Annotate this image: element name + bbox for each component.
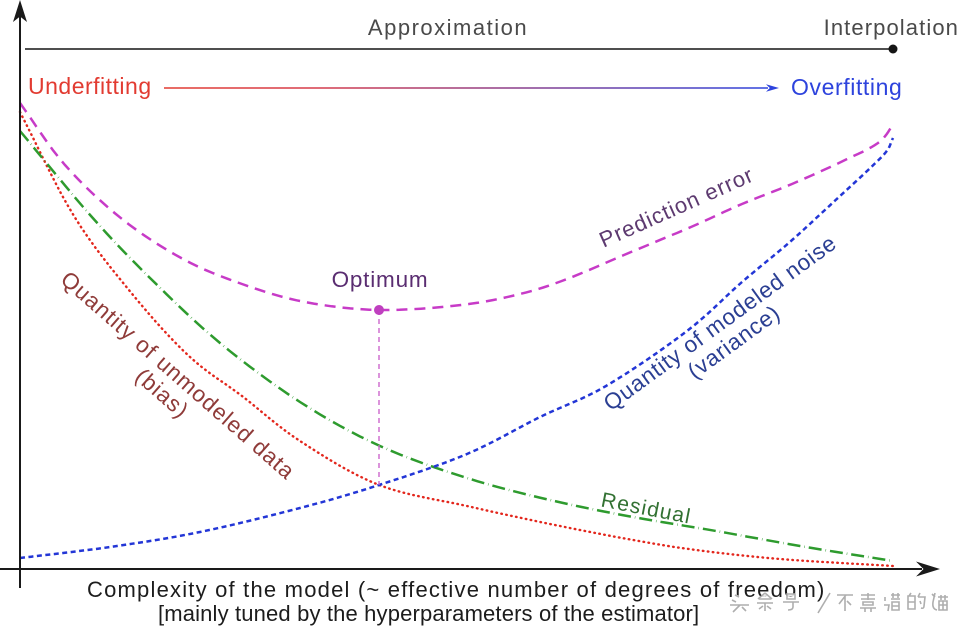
svg-text:Overfitting: Overfitting — [791, 74, 902, 100]
svg-text:Complexity of the model (~ eff: Complexity of the model (~ effective num… — [87, 577, 826, 602]
svg-text:[mainly tuned by the hyperpara: [mainly tuned by the hyperparameters of … — [158, 601, 699, 626]
svg-text:Underfitting: Underfitting — [28, 73, 152, 99]
svg-text:Optimum: Optimum — [332, 267, 429, 292]
svg-text:Interpolation: Interpolation — [824, 15, 959, 40]
svg-text:Approximation: Approximation — [368, 15, 528, 40]
